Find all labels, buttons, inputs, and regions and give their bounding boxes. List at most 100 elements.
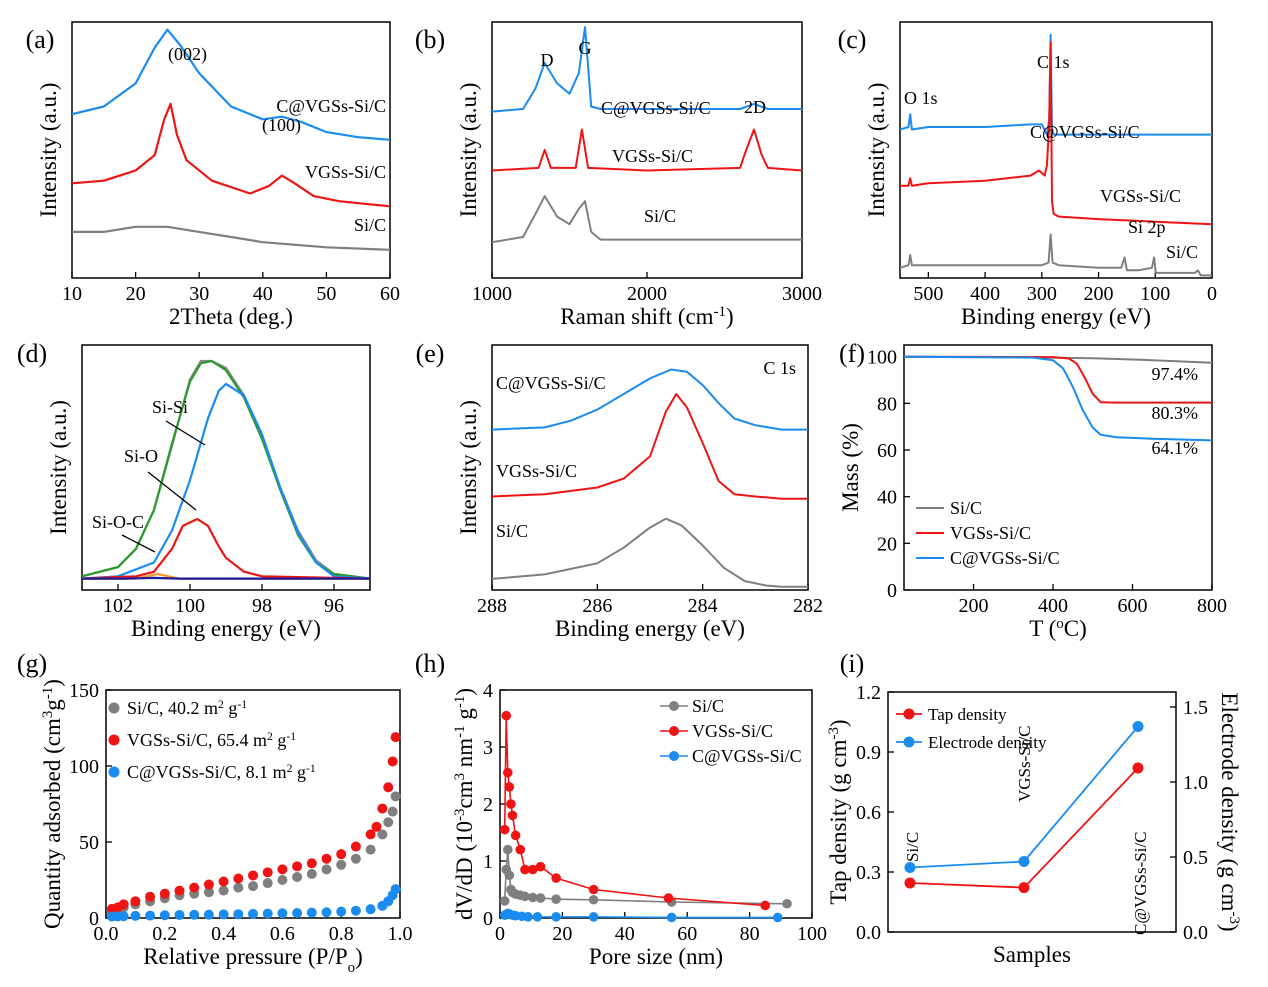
- y-axis-label-i-part: Tap density (g cm: [826, 739, 851, 904]
- data-point-g-1: [306, 858, 317, 869]
- x-tick-label-c: 500: [913, 283, 943, 305]
- x-tick-label-g-part: 0.2: [152, 923, 177, 945]
- x-tick-label-g: 0.4: [211, 923, 236, 945]
- legend-marker-h: [669, 726, 679, 736]
- data-point-g-0: [233, 882, 244, 893]
- category-label-i-part: Si/C: [903, 832, 922, 862]
- x-tick-label-c-part: 200: [1084, 283, 1114, 305]
- data-point-g-1: [377, 803, 388, 814]
- x-axis-label-g-part: o: [348, 960, 355, 976]
- annotation-C1s: C 1s: [1037, 52, 1070, 72]
- data-point-g-0: [248, 881, 258, 892]
- plot-frame-c: [899, 21, 1213, 279]
- data-point-h-1: [506, 799, 516, 809]
- y-tick-label-g-part: 100: [69, 756, 99, 778]
- x-tick-label-g: 0.8: [329, 923, 354, 945]
- x-axis-label-h-part: Pore size (nm): [589, 944, 723, 969]
- legend-label-g-part: -1: [237, 698, 247, 711]
- y-axis-label-e: Intensity (a.u.): [456, 400, 481, 535]
- series-line-b-2: [491, 195, 802, 244]
- x-tick-label-e-part: 282: [793, 595, 823, 617]
- plot-frame-f: [903, 344, 1213, 591]
- legend-label-f-part: VGSs-Si/C: [950, 523, 1031, 543]
- series-label-d-1: Si-O: [124, 446, 158, 466]
- series-label-d-1-part: Si-O: [124, 446, 158, 466]
- y-axis-label-b: Intensity (a.u.): [456, 83, 481, 218]
- y-tick-label-g: 150: [69, 680, 99, 702]
- x-axis-label-f: T (oC): [1029, 616, 1087, 641]
- x-axis-label-a: 2Theta (deg.): [169, 304, 293, 329]
- x-tick-label-a-part: 10: [62, 283, 82, 305]
- y-tick-label-right-i: 0.0: [1183, 922, 1208, 944]
- series-line-b-0: [491, 26, 802, 113]
- legend-label-g-part: g: [292, 762, 306, 782]
- data-point-g-2: [321, 907, 332, 918]
- y-axis-label-right-i-part: Electrode density (g cm: [1217, 692, 1242, 911]
- y-tick-label-right-i-part: 1.5: [1183, 697, 1208, 719]
- series-label-b-0: C@VGSs-Si/C: [601, 98, 711, 118]
- y-axis-label-a: Intensity (a.u.): [36, 83, 61, 218]
- data-point-g-1: [174, 885, 185, 896]
- y-tick-label-i-part: 1.2: [856, 682, 881, 704]
- x-tick-label-c: 400: [970, 283, 1000, 305]
- x-tick-label-a: 60: [380, 283, 400, 305]
- panel-label-f: (f): [839, 339, 865, 368]
- legend-marker-g: [108, 766, 120, 778]
- x-axis-label-a-part: 2Theta (deg.): [169, 304, 293, 329]
- legend-label-f: VGSs-Si/C: [950, 523, 1031, 543]
- y-axis-label-h-part: g: [452, 708, 477, 726]
- panel-label-h: (h): [415, 649, 445, 678]
- data-point-g-0: [277, 875, 288, 885]
- series-label-e-1: VGSs-Si/C: [496, 461, 577, 481]
- y-tick-label-h-part: 0: [483, 908, 493, 930]
- data-point-g-1: [118, 899, 129, 910]
- x-tick-label-f: 200: [959, 595, 989, 617]
- series-label-c-1-part: VGSs-Si/C: [1100, 186, 1181, 206]
- y-tick-label-f-part: 100: [867, 347, 897, 369]
- x-tick-label-f-part: 400: [1038, 595, 1068, 617]
- data-point-h-0: [551, 894, 561, 904]
- series-label-b-1: VGSs-Si/C: [612, 146, 693, 166]
- y-axis-label-i-part: -3: [826, 727, 842, 739]
- annotation-C1s-part: C 1s: [1037, 52, 1070, 72]
- data-point-g-0: [383, 817, 394, 828]
- y-tick-label-right-i: 0.5: [1183, 847, 1208, 869]
- series-line-d-4: [81, 359, 371, 580]
- x-axis-label-b-part: ): [726, 304, 734, 329]
- data-point-h-1: [663, 893, 674, 903]
- series-line-e-2: [491, 517, 808, 588]
- series-line-h-2: [504, 912, 778, 919]
- y-tick-label-h: 3: [483, 737, 493, 759]
- x-axis-label-f-part: T (: [1029, 616, 1056, 641]
- x-tick-label-f: 400: [1038, 595, 1068, 617]
- legend-marker-h: [669, 751, 679, 761]
- legend-label-g-part: -1: [286, 730, 296, 743]
- series-label-d-0-part: Si-Si: [152, 397, 188, 417]
- data-point-h-2: [588, 912, 599, 922]
- legend-marker-i: [903, 708, 915, 720]
- series-label-c-2: Si/C: [1166, 242, 1198, 262]
- x-axis-label-d-part: Binding energy (eV): [131, 616, 321, 641]
- series-label-b-2-part: Si/C: [644, 206, 676, 226]
- data-point-h-0: [527, 892, 538, 903]
- series-label-b-0-part: C@VGSs-Si/C: [601, 98, 711, 118]
- x-tick-label-e: 288: [477, 595, 507, 617]
- panel-c: (c) 500 400 300 200 100 0 Binding energy (eV) In…: [838, 21, 1217, 329]
- panel-e: (e) 288 286 284 282 Binding energy (eV) Intens…: [416, 339, 823, 641]
- y-axis-label-right-i-part: -3: [1226, 911, 1242, 923]
- annotation-Si2p-part: Si 2p: [1128, 217, 1166, 237]
- x-axis-label-h: Pore size (nm): [589, 944, 723, 969]
- y-axis-label-c-part: Intensity (a.u.): [864, 83, 889, 218]
- series-label-c-2-part: Si/C: [1166, 242, 1198, 262]
- x-tick-label-h: 20: [552, 923, 572, 945]
- x-tick-label-d: 100: [175, 595, 205, 617]
- data-point-i-0: [1132, 762, 1144, 774]
- y-axis-label-h: dV/dD (10-3cm3 nm-1 g-1): [452, 688, 477, 920]
- x-tick-label-c-part: 100: [1140, 283, 1170, 305]
- data-point-g-1: [321, 853, 332, 864]
- y-tick-label-g-part: 150: [69, 680, 99, 702]
- series-label-d-2-part: Si-O-C: [92, 512, 144, 532]
- data-point-h-1: [520, 864, 530, 875]
- x-tick-label-h: 100: [797, 923, 827, 945]
- data-point-g-1: [292, 861, 303, 872]
